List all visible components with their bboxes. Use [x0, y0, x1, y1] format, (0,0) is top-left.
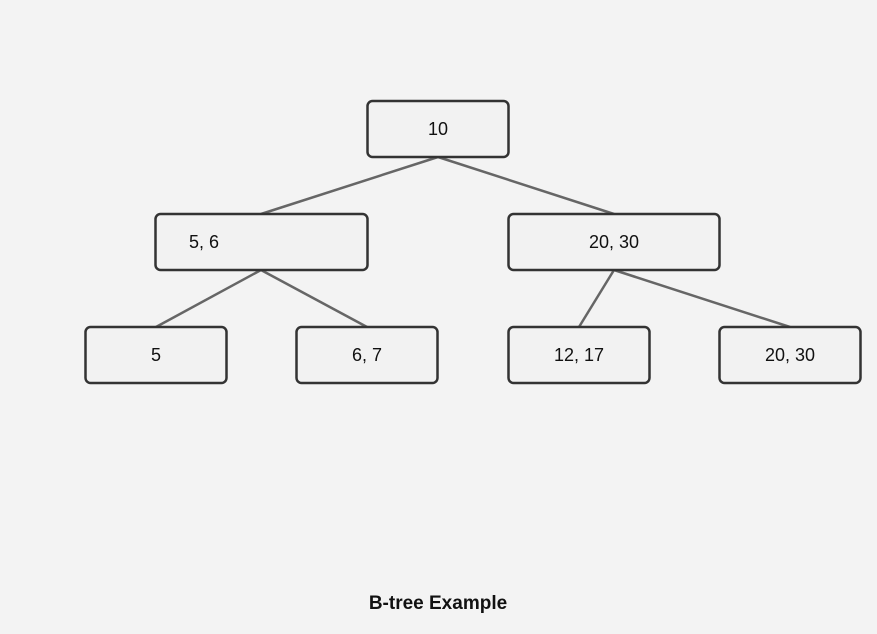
diagram-caption: B-tree Example [369, 593, 507, 614]
leaf-node-4: 20, 30 [718, 325, 862, 385]
leaf-node-1-label: 5 [151, 345, 161, 365]
leaf-node-4-box [718, 325, 862, 385]
leaf-node-2-label: 6, 7 [352, 345, 382, 365]
edge-root-to-left [260, 155, 439, 216]
internal-node-left-box [154, 212, 369, 272]
leaf-node-2-box [295, 325, 439, 385]
leaf-node-4-label: 20, 30 [765, 345, 815, 365]
edge-left-to-leaf-2 [260, 268, 368, 329]
edge-right-to-leaf-3 [577, 269, 616, 328]
root-node-label: 10 [428, 119, 448, 139]
tree-edges [155, 155, 791, 329]
internal-node-right-box [507, 212, 721, 272]
leaf-node-2: 6, 7 [295, 325, 439, 385]
internal-node-right: 20, 30 [507, 212, 721, 272]
leaf-node-1: 5 [84, 325, 228, 385]
edge-right-to-leaf-4 [613, 268, 791, 329]
root-node: 10 [366, 99, 510, 159]
edge-root-to-right [437, 155, 615, 216]
leaf-node-3-label: 12, 17 [554, 345, 604, 365]
leaf-node-1-box [84, 325, 228, 385]
internal-node-right-label: 20, 30 [589, 232, 639, 252]
edge-left-to-leaf-1 [155, 268, 262, 329]
root-node-box [366, 99, 510, 159]
internal-node-left: 5, 6 [154, 212, 369, 272]
leaf-node-3-box [507, 325, 651, 385]
leaf-node-3: 12, 17 [507, 325, 651, 385]
internal-node-left-label: 5, 6 [189, 232, 219, 252]
